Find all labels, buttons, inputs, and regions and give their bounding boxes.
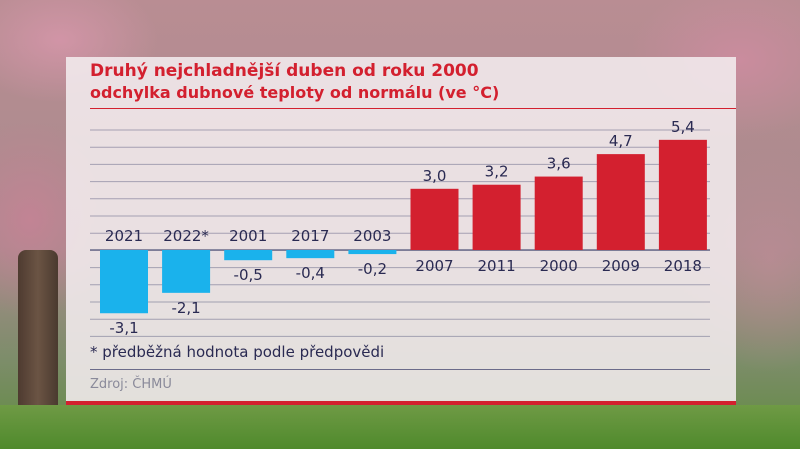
category-label: 2021 xyxy=(105,227,143,245)
bar-2022* xyxy=(162,250,211,293)
value-label: 3,0 xyxy=(423,167,447,185)
value-label: -3,1 xyxy=(109,319,138,337)
value-label: -0,2 xyxy=(358,260,387,278)
value-label: -2,1 xyxy=(171,299,200,317)
value-label: 5,4 xyxy=(671,118,695,136)
bar-2011 xyxy=(472,184,521,250)
grass xyxy=(0,405,800,449)
bar-2001 xyxy=(224,250,273,261)
category-label: 2018 xyxy=(664,257,702,275)
bar-2007 xyxy=(410,188,459,250)
source-text: Zdroj: ČHMÚ xyxy=(90,377,172,392)
value-label: 3,2 xyxy=(485,163,509,181)
bar-2017 xyxy=(286,250,335,259)
category-label: 2000 xyxy=(540,257,578,275)
value-label: -0,5 xyxy=(234,266,263,284)
category-label: 2022* xyxy=(163,227,209,245)
category-label: 2007 xyxy=(415,257,453,275)
value-label: -0,4 xyxy=(296,264,325,282)
title-divider xyxy=(90,108,736,109)
bar-2018 xyxy=(658,139,707,250)
labels: 2021 -3,1 2022* -2,1 2001 -0,5 2017 -0,4 2003 -0,… xyxy=(105,118,702,337)
category-label: 2011 xyxy=(478,257,516,275)
bar-2021 xyxy=(100,250,148,314)
category-label: 2017 xyxy=(291,227,329,245)
chart-subtitle: odchylka dubnové teploty od normálu (ve … xyxy=(90,83,500,102)
value-label: 4,7 xyxy=(609,132,633,150)
bar-2009 xyxy=(596,154,645,250)
category-label: 2003 xyxy=(353,227,391,245)
bar-chart: 2021 -3,1 2022* -2,1 2001 -0,5 2017 -0,4 2003 -0,… xyxy=(90,118,710,337)
chart-panel: Druhý nejchladnější duben od roku 2000 o… xyxy=(66,57,736,405)
footnote: * předběžná hodnota podle předpovědi xyxy=(90,343,385,361)
category-label: 2009 xyxy=(602,257,640,275)
chart-title: Druhý nejchladnější duben od roku 2000 xyxy=(90,61,479,81)
bars xyxy=(100,139,707,314)
source-divider xyxy=(90,369,710,370)
bar-2003 xyxy=(348,250,397,255)
value-label: 3,6 xyxy=(547,155,571,173)
category-label: 2001 xyxy=(229,227,267,245)
bar-2000 xyxy=(534,176,583,250)
